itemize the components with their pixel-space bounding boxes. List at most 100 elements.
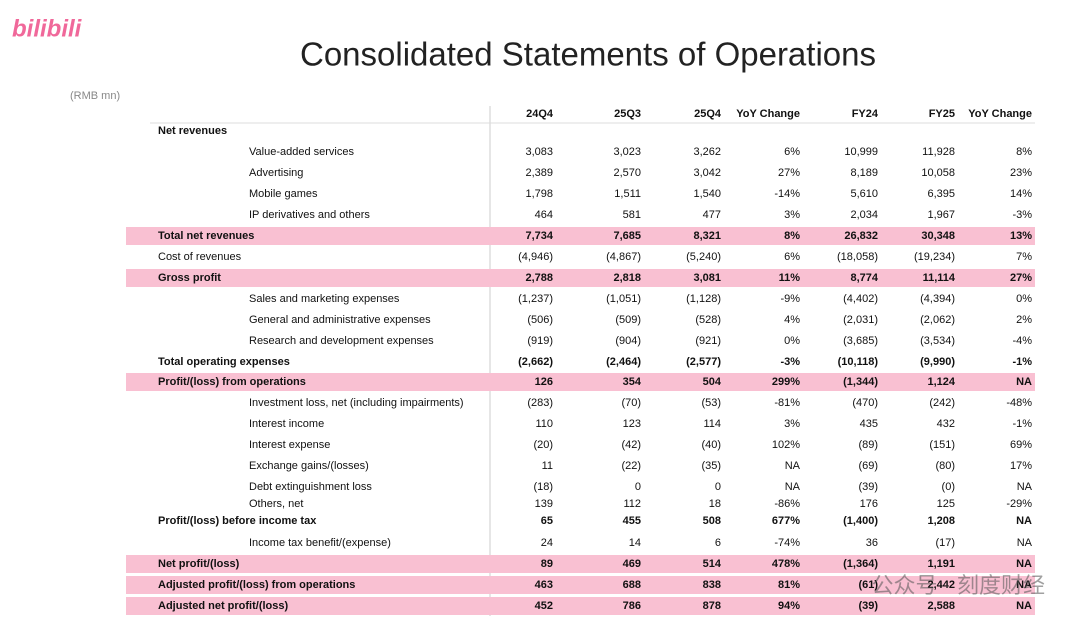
row-label: Interest income	[249, 418, 324, 430]
cell: (39)	[858, 600, 878, 612]
cell: -1%	[1012, 356, 1032, 368]
cell: 11,114	[923, 272, 956, 284]
row-label: Exchange gains/(losses)	[249, 460, 369, 472]
cell: 838	[703, 579, 721, 591]
column-header: FY24	[852, 108, 879, 120]
row-label: Net profit/(loss)	[158, 558, 240, 570]
cell: (151)	[929, 439, 955, 451]
row-label: Others, net	[249, 498, 303, 510]
cell: 14	[629, 537, 641, 549]
cell: NA	[1017, 481, 1033, 493]
cell: (69)	[858, 460, 878, 472]
cell: 6,395	[927, 188, 955, 200]
column-header: YoY Change	[968, 108, 1032, 120]
logo: bilibili	[12, 15, 83, 42]
cell: (42)	[621, 439, 641, 451]
cell: (4,402)	[843, 293, 878, 305]
cell: 65	[541, 515, 553, 527]
cell: 508	[703, 515, 721, 527]
cell: 10,058	[921, 167, 955, 179]
column-header: 24Q4	[526, 108, 554, 120]
cell: (53)	[701, 397, 721, 409]
cell: (5,240)	[686, 251, 721, 263]
column-header: YoY Change	[736, 108, 800, 120]
cell: 11,928	[922, 146, 955, 158]
cell: (1,237)	[518, 293, 553, 305]
row-highlight	[126, 227, 1035, 245]
cell: 1,798	[525, 188, 553, 200]
cell: NA	[1016, 558, 1032, 570]
cell: 2,788	[525, 272, 553, 284]
cell: (40)	[701, 439, 721, 451]
row-label: General and administrative expenses	[249, 314, 431, 326]
cell: -86%	[774, 498, 800, 510]
cell: 0	[635, 481, 641, 493]
row-label: Advertising	[249, 167, 303, 179]
cell: (2,062)	[920, 314, 955, 326]
cell: 10,999	[844, 146, 878, 158]
cell: 3,081	[693, 272, 721, 284]
cell: (70)	[621, 397, 641, 409]
cell: NA	[785, 460, 801, 472]
cell: 3,023	[613, 146, 641, 158]
cell: 81%	[778, 579, 800, 591]
cell: (10,118)	[838, 356, 879, 368]
cell: (22)	[621, 460, 641, 472]
cell: 0%	[784, 335, 800, 347]
cell: 69%	[1010, 439, 1032, 451]
cell: (3,685)	[843, 335, 878, 347]
cell: (18)	[533, 481, 553, 493]
cell: (3,534)	[920, 335, 955, 347]
cell: 27%	[1010, 272, 1032, 284]
cell: 2,588	[927, 600, 955, 612]
cell: (2,662)	[518, 356, 553, 368]
cell: 30,348	[921, 230, 955, 242]
cell: NA	[1016, 376, 1032, 388]
cell: (506)	[527, 314, 553, 326]
watermark: 公众号 · 刻度财经	[871, 573, 1045, 598]
cell: 26,832	[844, 230, 878, 242]
cell: NA	[785, 481, 801, 493]
column-header: 25Q3	[614, 108, 641, 120]
cell: 123	[623, 418, 641, 430]
row-highlight	[126, 269, 1035, 287]
cell: (1,051)	[606, 293, 641, 305]
cell: (242)	[929, 397, 955, 409]
cell: 3%	[784, 418, 800, 430]
cell: (2,577)	[686, 356, 721, 368]
cell: (904)	[615, 335, 641, 347]
cell: NA	[1016, 579, 1032, 591]
cell: -3%	[780, 356, 800, 368]
row-label: Research and development expenses	[249, 335, 434, 347]
row-label: Gross profit	[158, 272, 221, 284]
cell: 2,442	[927, 579, 955, 591]
column-header: 25Q4	[694, 108, 722, 120]
cell: (35)	[701, 460, 721, 472]
cell: 2,389	[525, 167, 553, 179]
cell: 112	[623, 498, 641, 510]
cell: 2%	[1016, 314, 1032, 326]
cell: 6%	[784, 146, 800, 158]
row-label: Sales and marketing expenses	[249, 293, 400, 305]
cell: 435	[860, 418, 878, 430]
cell: 7,685	[613, 230, 641, 242]
cell: (4,946)	[518, 251, 553, 263]
cell: 176	[860, 498, 878, 510]
title: Consolidated Statements of Operations	[300, 36, 876, 73]
cell: -4%	[1012, 335, 1032, 347]
cell: 110	[535, 418, 553, 430]
cell: 102%	[772, 439, 800, 451]
cell: (470)	[852, 397, 878, 409]
row-label: Total net revenues	[158, 230, 254, 242]
cell: (283)	[527, 397, 553, 409]
cell: -48%	[1006, 397, 1032, 409]
cell: 786	[623, 600, 641, 612]
table: 24Q4 25Q3 25Q4 YoY Change FY24 FY25 YoY Change…	[126, 108, 1035, 615]
cell: 8,774	[850, 272, 878, 284]
cell: 1,124	[927, 376, 955, 388]
row-highlight	[126, 373, 1035, 391]
cell: 18	[709, 498, 721, 510]
row-highlight	[126, 576, 1035, 594]
cell: -14%	[774, 188, 800, 200]
cell: (2,031)	[843, 314, 878, 326]
